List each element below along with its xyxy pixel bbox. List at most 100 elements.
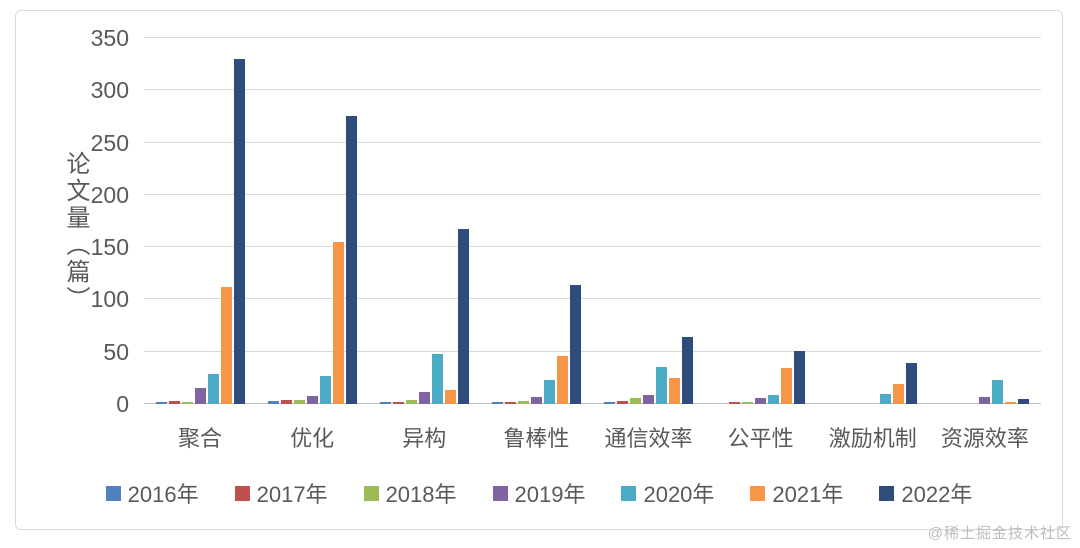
legend-label: 2016年	[127, 482, 199, 507]
bar-2019年-鲁棒性	[530, 397, 542, 404]
x-axis-labels: 聚合 优化 异构 鲁棒性 通信效率 公平性 激励机制 资源效率	[144, 421, 1041, 453]
bar-2019年-聚合	[194, 388, 206, 404]
bar-2016年-优化	[267, 401, 279, 404]
legend-item-2020年: 2020年	[621, 477, 714, 509]
bar-group-通信效率	[593, 38, 705, 404]
bar-2020年-资源效率	[992, 380, 1004, 404]
y-tick-150: 150	[90, 234, 129, 261]
legend-swatch-icon	[105, 485, 121, 501]
bar-2019年-异构	[418, 392, 430, 404]
bar-2021年-聚合	[220, 287, 232, 404]
bar-2017年-公平性	[729, 402, 741, 404]
bar-2018年-优化	[293, 400, 305, 404]
y-tick-350: 350	[90, 25, 129, 51]
bar-2020年-异构	[431, 354, 443, 404]
bar-2016年-聚合	[155, 402, 167, 404]
bar-2020年-通信效率	[656, 367, 668, 404]
bar-2019年-通信效率	[643, 395, 655, 404]
bar-2019年-资源效率	[979, 397, 991, 404]
bar-2017年-优化	[280, 400, 292, 404]
legend-label: 2019年	[514, 482, 586, 507]
bar-group-聚合	[144, 38, 256, 404]
bar-2019年-公平性	[755, 398, 767, 404]
bar-2018年-异构	[405, 400, 417, 404]
bar-group-异构	[368, 38, 480, 404]
gridline-150	[144, 246, 1041, 248]
x-label-资源效率: 资源效率	[940, 426, 1029, 451]
legend-label: 2017年	[256, 482, 328, 507]
legend-swatch-icon	[234, 485, 250, 501]
bar-2017年-通信效率	[617, 401, 629, 404]
bar-group-鲁棒性	[480, 38, 592, 404]
legend-swatch-icon	[750, 485, 766, 501]
bar-2020年-聚合	[207, 374, 219, 404]
bar-groups	[144, 38, 1041, 404]
bar-2021年-鲁棒性	[556, 356, 568, 404]
legend-item-2021年: 2021年	[750, 477, 843, 509]
watermark-text: @稀土掘金技术社区	[927, 525, 1072, 542]
x-axis-line	[144, 403, 1041, 404]
bar-2021年-优化	[332, 242, 344, 404]
y-axis-title: 论文量（篇）	[62, 151, 89, 313]
bar-2017年-异构	[392, 402, 404, 404]
x-label-公平性: 公平性	[727, 426, 794, 451]
y-tick-0: 0	[116, 391, 129, 417]
bar-2022年-聚合	[233, 59, 245, 404]
bar-group-资源效率	[929, 38, 1041, 404]
legend-item-2022年: 2022年	[879, 477, 972, 509]
bar-2017年-鲁棒性	[504, 402, 516, 404]
bar-2021年-公平性	[781, 368, 793, 404]
bar-2016年-鲁棒性	[491, 402, 503, 404]
bar-2021年-激励机制	[893, 384, 905, 404]
bar-2020年-激励机制	[880, 394, 892, 404]
chart-card: 论文量（篇） 0 50 100 150 200 250 300 350 聚合 优化 异构 鲁棒性 通信…	[15, 10, 1063, 530]
bar-2021年-异构	[444, 390, 456, 404]
bar-2016年-通信效率	[604, 402, 616, 404]
legend-swatch-icon	[621, 485, 637, 501]
gridline-200	[144, 193, 1041, 195]
bar-2018年-鲁棒性	[517, 401, 529, 404]
legend-item-2017年: 2017年	[234, 477, 328, 509]
bar-2019年-优化	[306, 396, 318, 404]
legend-swatch-icon	[363, 485, 379, 501]
x-label-异构: 异构	[402, 426, 447, 451]
bar-2018年-聚合	[181, 402, 193, 404]
y-tick-300: 300	[90, 77, 129, 104]
legend-label: 2022年	[901, 482, 973, 507]
x-label-鲁棒性: 鲁棒性	[503, 426, 570, 451]
bar-group-优化	[256, 38, 368, 404]
bar-2016年-异构	[379, 402, 391, 404]
legend-label: 2021年	[772, 482, 844, 507]
y-tick-50: 50	[103, 338, 129, 365]
legend-item-2019年: 2019年	[492, 477, 586, 509]
bar-2020年-公平性	[768, 395, 780, 404]
bar-2021年-资源效率	[1005, 402, 1017, 404]
legend-item-2018年: 2018年	[363, 477, 457, 509]
legend-swatch-icon	[492, 485, 508, 501]
legend-swatch-icon	[879, 485, 895, 501]
bar-2021年-通信效率	[669, 378, 681, 404]
plot-area: 0 50 100 150 200 250 300 350	[91, 25, 1041, 417]
bar-2022年-异构	[457, 229, 469, 404]
legend-label: 2018年	[385, 482, 457, 507]
y-tick-250: 250	[90, 129, 129, 156]
gridline-300	[144, 89, 1041, 91]
gridline-350	[144, 37, 1041, 38]
gridline-250	[144, 141, 1041, 143]
legend-item-2016年: 2016年	[105, 477, 199, 509]
x-label-聚合: 聚合	[178, 426, 223, 451]
legend-label: 2020年	[643, 482, 715, 507]
bar-group-公平性	[705, 38, 817, 404]
x-label-激励机制: 激励机制	[828, 426, 917, 451]
gridline-50	[144, 350, 1041, 352]
bar-2022年-通信效率	[682, 337, 694, 404]
x-label-通信效率: 通信效率	[604, 426, 693, 451]
x-label-优化: 优化	[290, 426, 335, 451]
legend: 2016年 2017年 2018年 2019年 2020年 2021年 2022年	[16, 477, 1062, 509]
bar-2022年-资源效率	[1018, 399, 1030, 404]
gridline-100	[144, 298, 1041, 300]
bar-2020年-优化	[319, 376, 331, 404]
bar-2022年-公平性	[794, 351, 806, 404]
bar-2022年-优化	[345, 116, 357, 404]
bar-2018年-通信效率	[630, 398, 642, 404]
